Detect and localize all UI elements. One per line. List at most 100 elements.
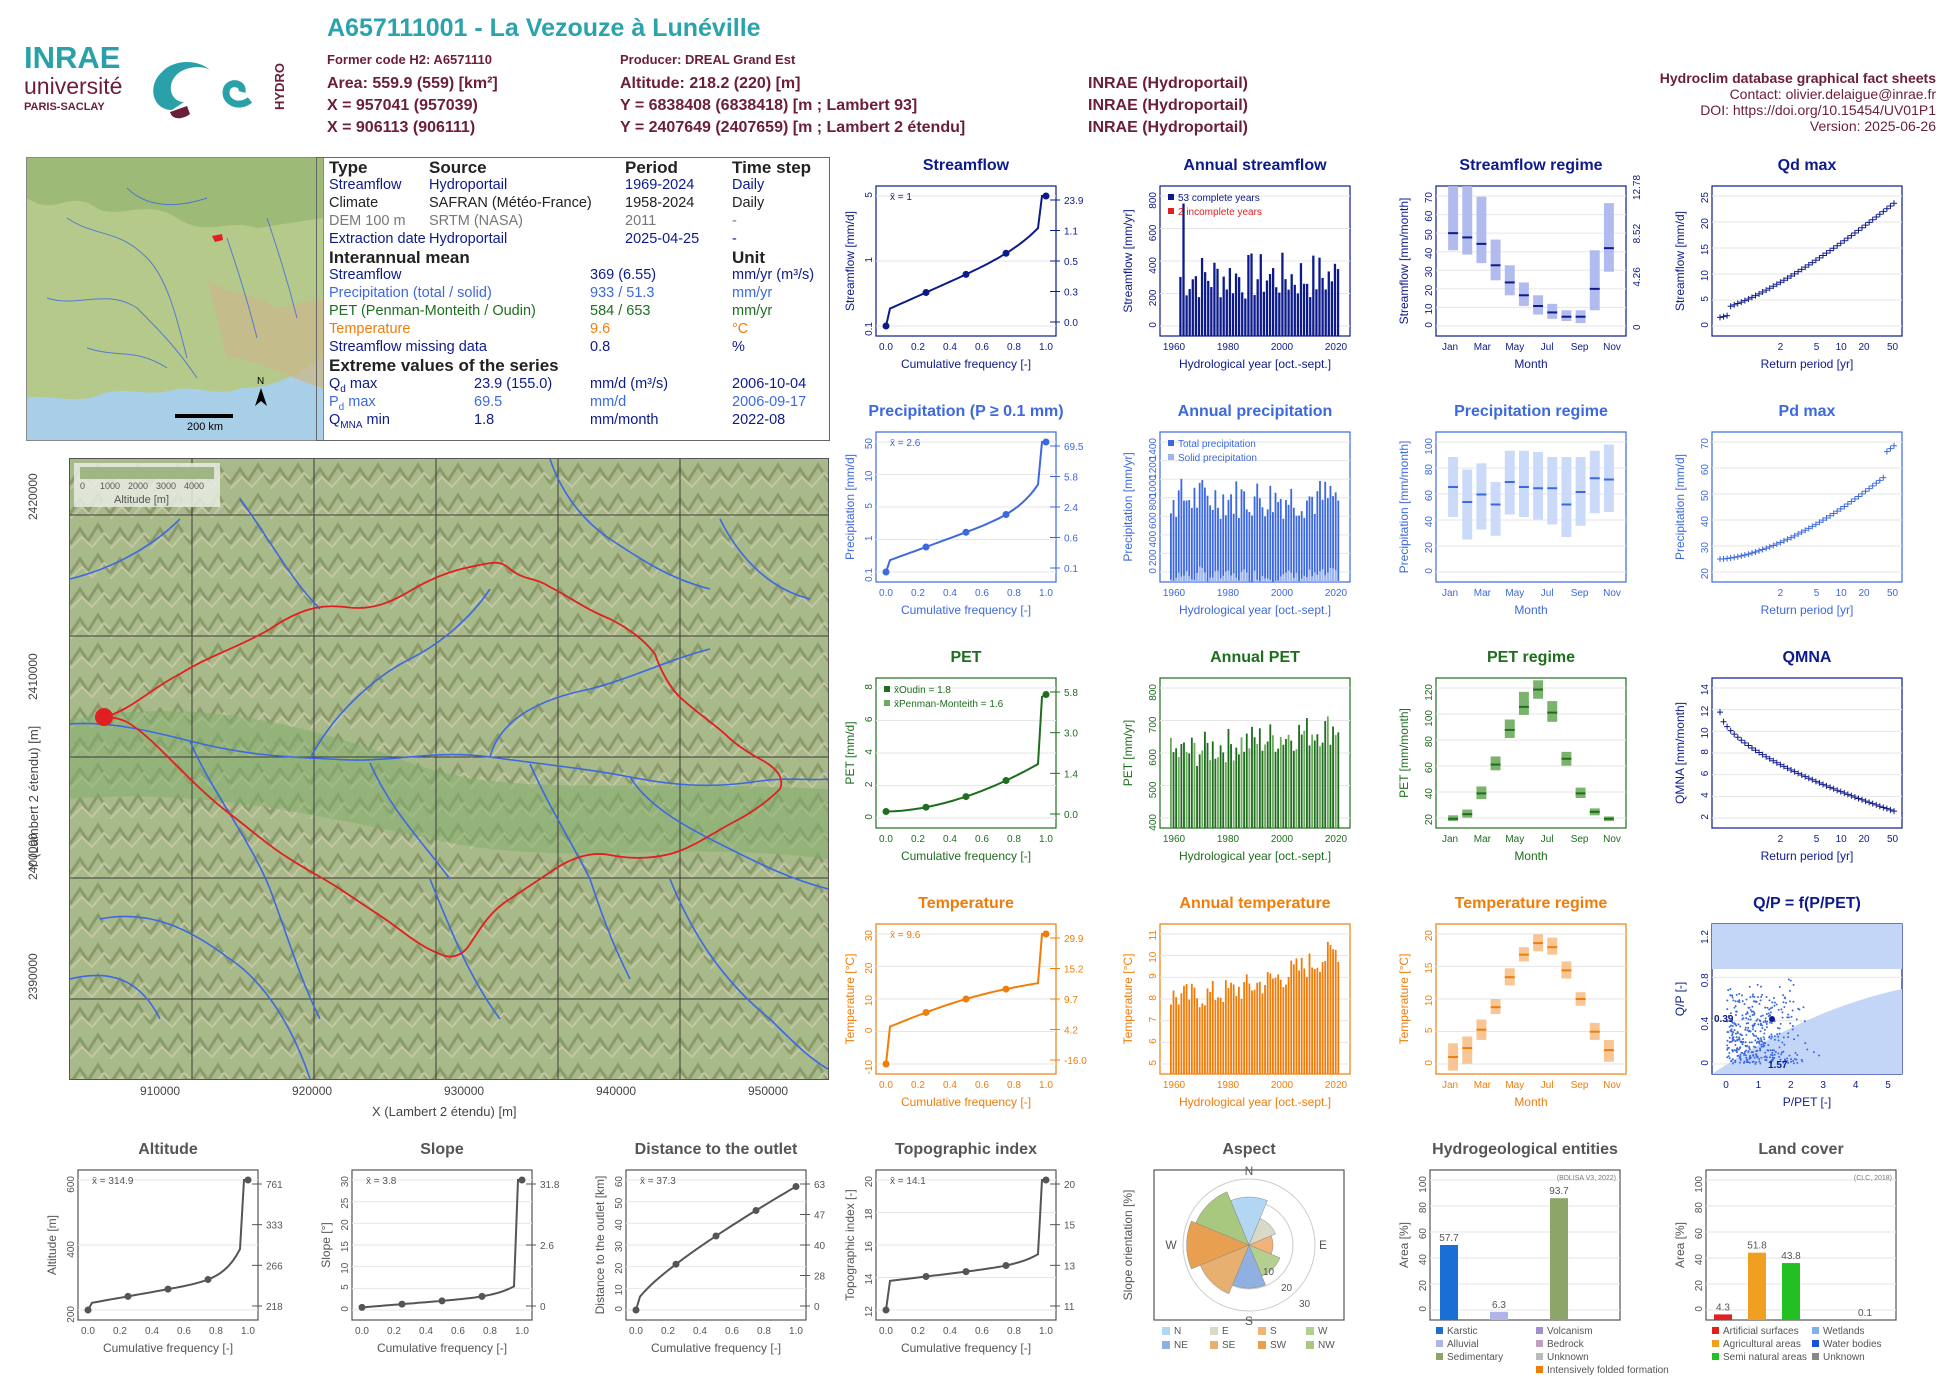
ytick-qp-1: 0.4 <box>1700 1016 1711 1030</box>
xtick-t_annual-2: 2000 <box>1271 1080 1294 1091</box>
bar-landcover-2 <box>1782 1263 1800 1320</box>
qp-point-292 <box>1731 1058 1734 1061</box>
bar-pet_annual-25 <box>1235 747 1238 828</box>
qp-point-345 <box>1739 1058 1742 1061</box>
qp-point-129 <box>1742 1017 1745 1020</box>
xtick-slope-3: 0.6 <box>451 1326 465 1337</box>
ytick-t_cdf-0: -10 <box>864 1060 875 1075</box>
solid-bar-p_annual-20 <box>1222 575 1225 582</box>
chart-sf_cdf: Streamflow Streamflow [mm/d] Cumulative fr… <box>843 157 1084 371</box>
bar-p_annual-11 <box>1198 482 1201 582</box>
qp-point-337 <box>1756 1056 1759 1059</box>
qp-point-217 <box>1765 1026 1768 1029</box>
bar-sf_annual-30 <box>1262 291 1266 336</box>
qp-point-149 <box>1767 1015 1770 1018</box>
mark-label-p_cdf-3: 0.6 <box>1064 534 1078 545</box>
contact[interactable]: Contact: olivier.delaigue@inrae.fr <box>1729 86 1936 102</box>
rp-point-qdmax-37 <box>1848 232 1855 239</box>
solid-bar-p_annual-11 <box>1198 566 1201 582</box>
ylabel-p_cdf: Precipitation [mm/d] <box>843 454 857 560</box>
qp-point-281 <box>1755 1041 1758 1044</box>
chart-hydrogeo: Hydrogeological entities Area [%] 0 20 40 60 8… <box>1397 1141 1669 1376</box>
bar-sf_annual-38 <box>1287 289 1290 336</box>
box-p_regime-7 <box>1547 457 1558 525</box>
bar-p_annual-22 <box>1227 499 1230 582</box>
qp-point-224 <box>1759 1037 1762 1040</box>
area: Area: 559.9 (559) [km²] <box>327 75 498 92</box>
qp-point-31 <box>1773 1038 1776 1041</box>
bar-p_annual-3 <box>1177 490 1180 582</box>
mean-label-dist: x̄ = 37.3 <box>640 1176 676 1187</box>
row-climate-source: SAFRAN (Météo-France) <box>429 195 592 211</box>
rp-point-qdmax-1 <box>1720 313 1727 320</box>
rose-dir-3: W <box>1165 1238 1177 1252</box>
legend-landcover-1: Agricultural areas <box>1723 1339 1801 1350</box>
qp-point-162 <box>1748 985 1751 988</box>
bar-sf_annual-12 <box>1207 280 1210 336</box>
solid-bar-p_annual-45 <box>1287 570 1290 582</box>
qp-point-264 <box>1752 1025 1755 1028</box>
source-1: INRAE (Hydroportail) <box>1088 75 1248 92</box>
rp-point-pdmax-5 <box>1734 553 1741 560</box>
ytick-t_annual-2: 7 <box>1148 1016 1159 1022</box>
qp-point-234 <box>1771 1056 1774 1059</box>
ylabel-slope: Slope [°] <box>319 1222 333 1268</box>
bar-pet_annual-62 <box>1332 726 1334 828</box>
rose-ring-label-0: 10 <box>1263 1267 1275 1278</box>
doi-link[interactable]: DOI: https://doi.org/10.15454/UV01P1 <box>1700 102 1936 118</box>
qp-point-336 <box>1791 1009 1794 1012</box>
rp-point-pdmax-34 <box>1837 505 1844 512</box>
ytick-p_annual-6: 1200 <box>1148 456 1159 479</box>
mark-label-dist-4: 0 <box>814 1302 820 1313</box>
ytick-t_regime-4: 20 <box>1424 930 1435 942</box>
mark-label-p_cdf-1: 5.8 <box>1064 473 1078 484</box>
bar-pet_annual-54 <box>1311 734 1314 828</box>
mark-label-sf_cdf-1: 1.1 <box>1064 227 1078 238</box>
bar-pet_annual-49 <box>1298 724 1300 828</box>
hydro-wave-icon <box>222 80 253 108</box>
chart-title-qdmax: Qd max <box>1778 157 1837 174</box>
rp-point-qmna-36 <box>1844 791 1851 798</box>
ytick-qp-0: 0 <box>1700 1060 1711 1066</box>
qp-point-29 <box>1734 1032 1737 1035</box>
mark-label-pet_cdf-2: 1.4 <box>1064 769 1078 780</box>
quantile-point-topo-0 <box>882 1306 890 1314</box>
ytick-pdmax-3: 50 <box>1700 490 1711 502</box>
bar-t_annual-62 <box>1332 949 1334 1074</box>
mark-label-pet_cdf-3: 0.0 <box>1064 810 1078 821</box>
xtick-pet_regime-2: May <box>1505 834 1524 845</box>
qp-point-164 <box>1802 1006 1805 1009</box>
gauging-station-marker[interactable] <box>95 708 113 726</box>
bar-pet_annual-33 <box>1256 743 1259 828</box>
qp-point-158 <box>1787 1036 1790 1039</box>
qp-point-377 <box>1729 988 1732 991</box>
row-streamflow-source: Hydroportail <box>429 177 508 193</box>
ytick-pet_regime-2: 60 <box>1424 762 1435 774</box>
bar-pet_annual-55 <box>1313 740 1316 828</box>
mean-label-p_cdf: x̄ = 2.6 <box>890 438 921 449</box>
rose-legend-4: NE <box>1174 1340 1188 1351</box>
mean-label-topo: x̄ = 14.1 <box>890 1176 926 1187</box>
mark-label-p_cdf-4: 0.1 <box>1064 564 1078 575</box>
legend-sf_annual-1: 2 incomplete years <box>1178 207 1262 218</box>
qp-point-276 <box>1746 1011 1749 1014</box>
rp-point-qdmax-25 <box>1805 261 1812 268</box>
rp-point-qdmax-14 <box>1766 285 1773 292</box>
chart-title-slope: Slope <box>420 1141 464 1158</box>
bar-p_annual-43 <box>1282 518 1285 582</box>
ytick-qdmax-4: 20 <box>1700 218 1711 230</box>
xtick-t_regime-4: Sep <box>1571 1080 1589 1091</box>
bar-t_annual-6 <box>1185 984 1188 1074</box>
xtick-slope-0: 0.0 <box>355 1326 369 1337</box>
xtick-pet_cdf-2: 0.4 <box>943 834 957 845</box>
ytick-sf_cdf-2: 5 <box>864 192 875 198</box>
ylabel-pet_cdf: PET [mm/d] <box>843 721 857 784</box>
bar-sf_annual-24 <box>1244 298 1247 336</box>
qp-point-356 <box>1780 1051 1783 1054</box>
xlabel-slope: Cumulative frequency [-] <box>377 1341 507 1355</box>
xtick-p_regime-0: Jan <box>1442 588 1458 599</box>
bar-pet_annual-13 <box>1204 731 1206 828</box>
bar-t_annual-17 <box>1214 999 1217 1074</box>
quantile-point-alt-0 <box>84 1306 92 1314</box>
quantile-point-p_cdf-2 <box>962 528 970 536</box>
